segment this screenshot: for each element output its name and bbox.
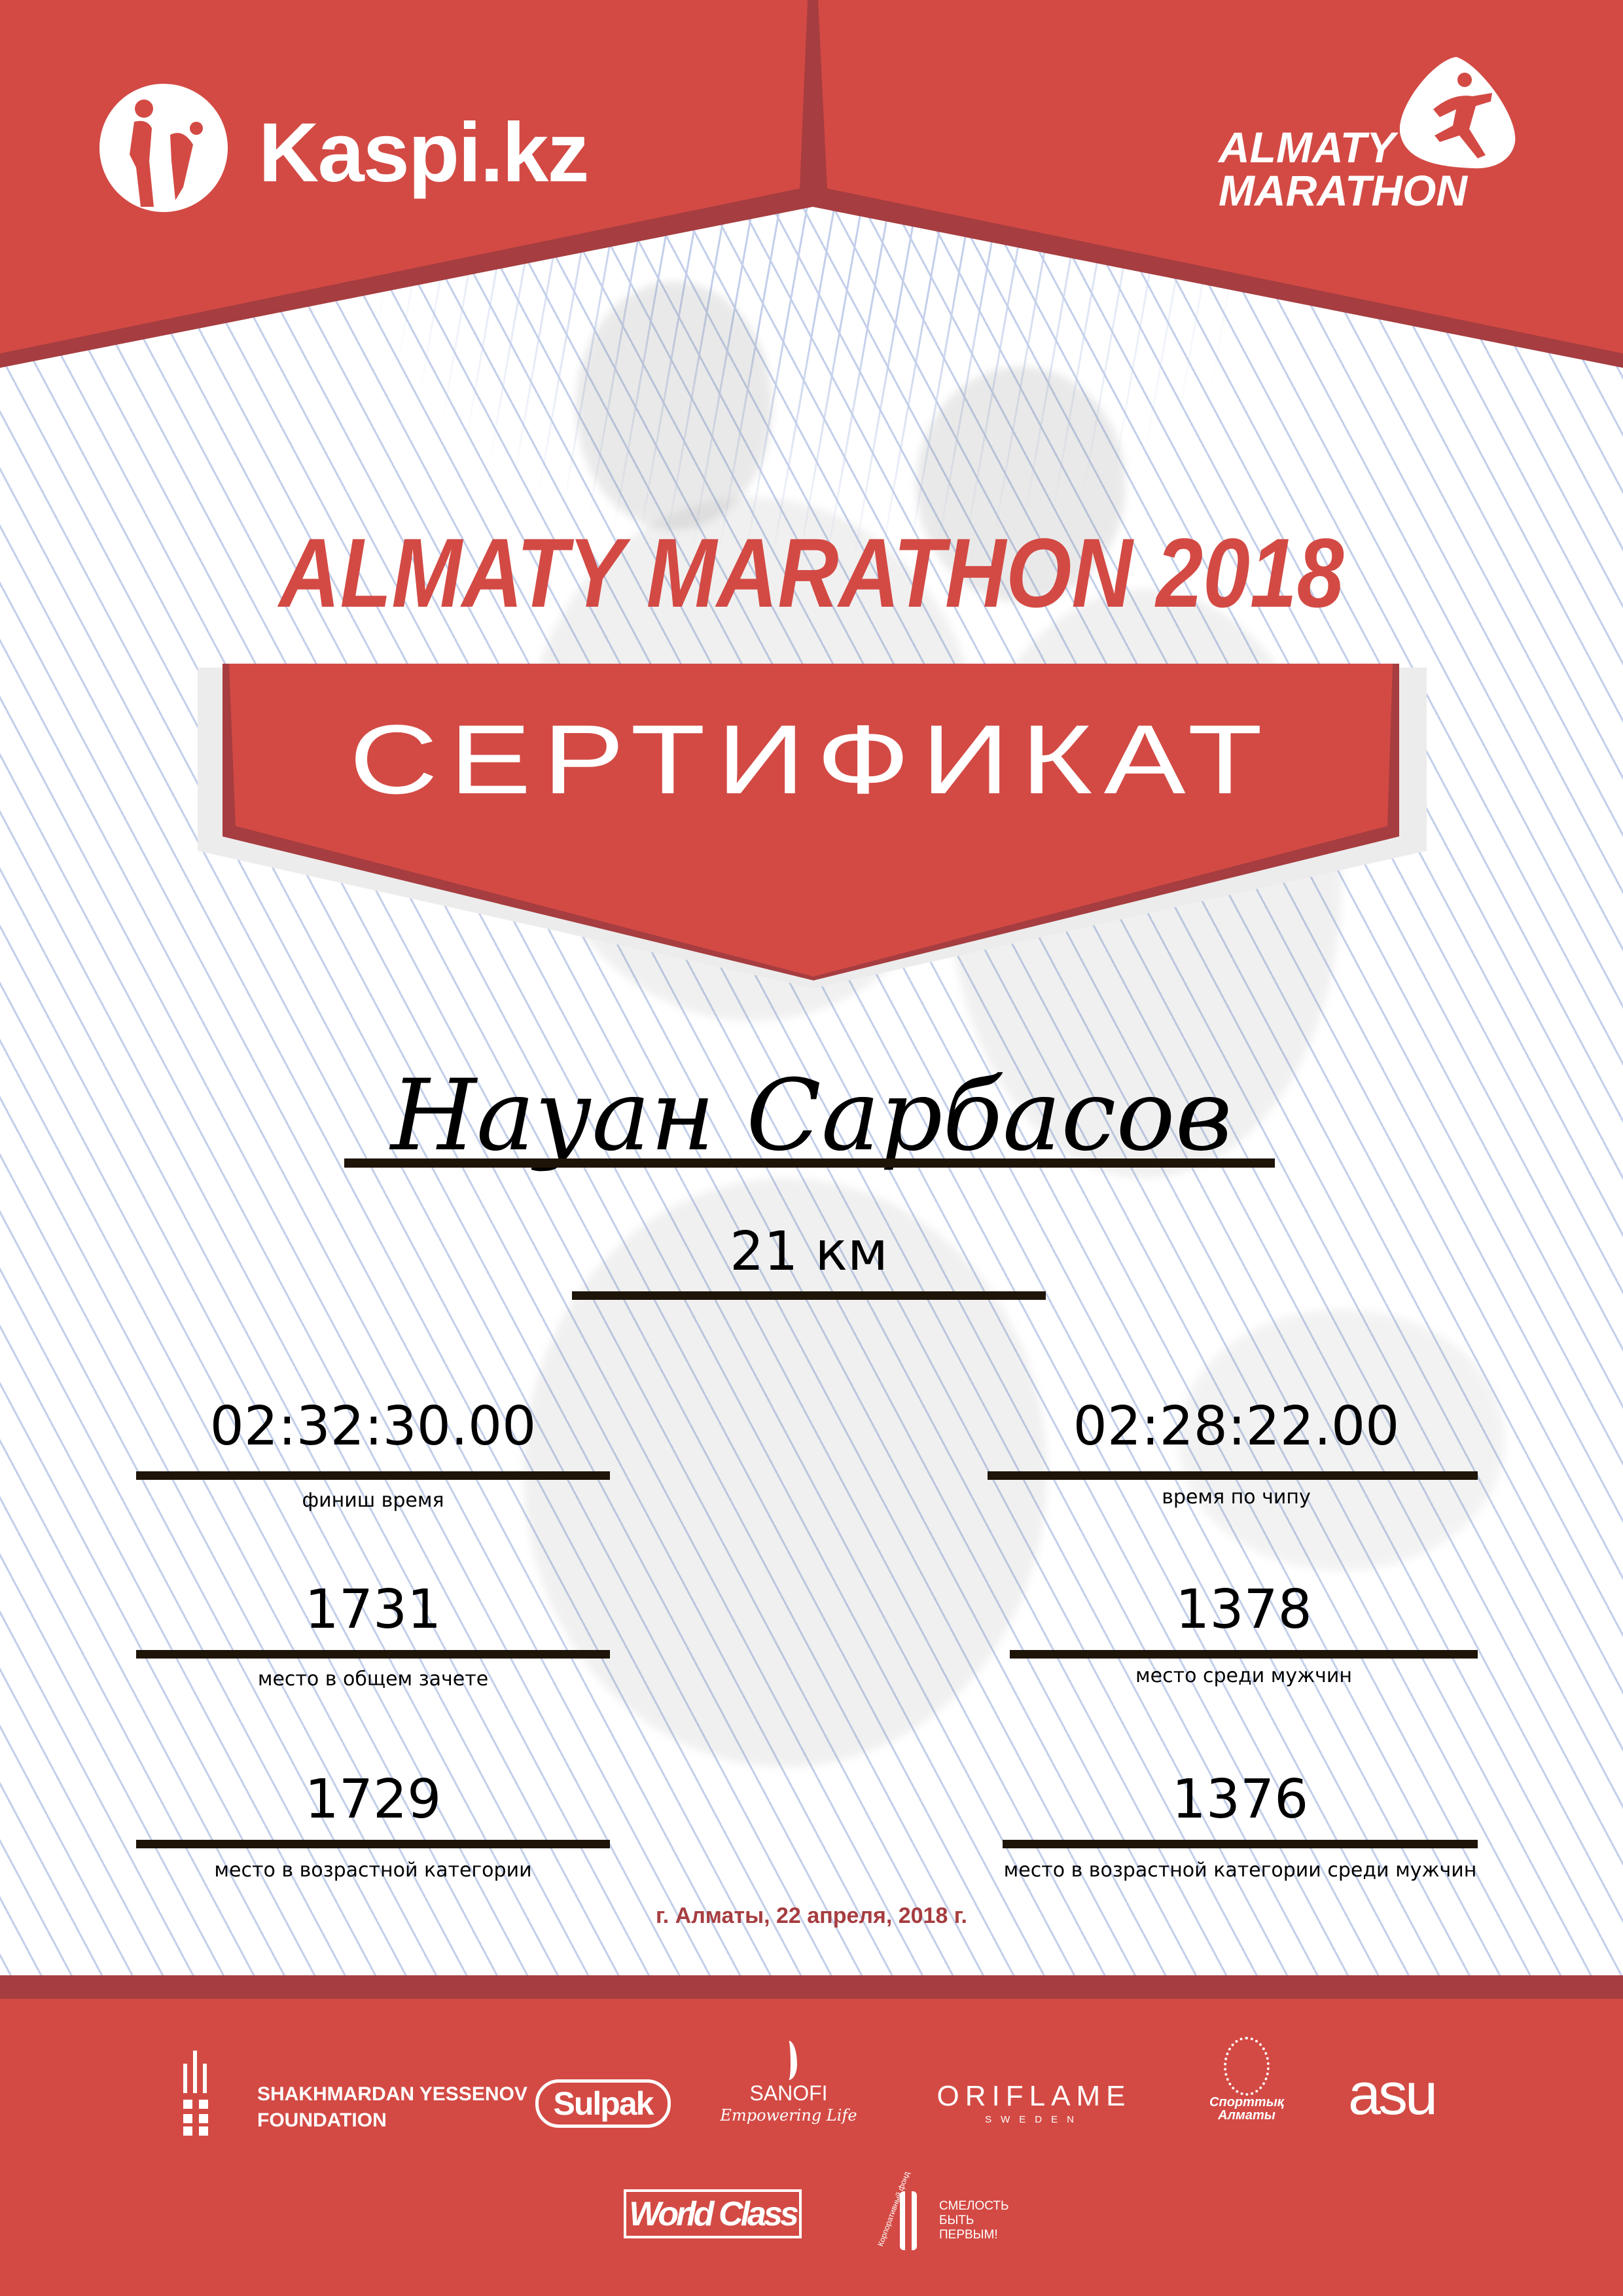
runner-photo-leg-right	[1178, 1309, 1505, 1571]
men-place-underline	[1010, 1650, 1478, 1659]
men-place-value: 1378	[1175, 1579, 1312, 1641]
oriflame-sub: SWEDEN	[985, 2114, 1083, 2125]
finish-time-value: 02:32:30.00	[209, 1395, 537, 1458]
yessenov-line-1: SHAKHMARDAN YESSENOV	[257, 2083, 527, 2105]
age-place-underline	[136, 1840, 610, 1848]
runner-photo-man-head	[576, 281, 772, 530]
chip-time-label: время по чипу	[1162, 1486, 1311, 1509]
sponsors-footer	[0, 1999, 1623, 2296]
sulpak-logo: Sulpak	[535, 2079, 671, 2128]
age-place-label: место в возрастной категории	[214, 1859, 532, 1882]
sanofi-logo: SANOFI Empowering Life	[720, 2041, 857, 2125]
issue-date: г. Алматы, 22 апреля, 2018 г.	[656, 1903, 967, 1928]
finish-time-underline	[136, 1471, 610, 1480]
fund-line-2: БЫТЬ	[939, 2214, 974, 2227]
fund-line-3: ПЕРВЫМ!	[939, 2228, 998, 2242]
overall-place-label: место в общем зачете	[257, 1668, 489, 1691]
certificate-heading: СЕРТИФИКАТ	[0, 710, 1623, 808]
certificate-banner	[198, 664, 1427, 988]
runner-photo-legs	[524, 1178, 1047, 1767]
sport-almaty-line-2: Алматы	[1218, 2108, 1275, 2123]
sanofi-swirl-icon	[780, 2041, 797, 2080]
men-place-label: место среди мужчин	[1135, 1664, 1352, 1687]
age-place-value: 1729	[304, 1768, 442, 1831]
asu-logo: asu	[1348, 2062, 1438, 2127]
chip-time-value: 02:28:22.00	[1073, 1395, 1400, 1458]
yessenov-bars-icon	[183, 2051, 208, 2136]
kaspi-logo-text: Kaspi.kz	[259, 106, 589, 200]
yessenov-line-2: FOUNDATION	[257, 2109, 387, 2131]
finish-time-label: финиш время	[302, 1489, 444, 1512]
name-underline	[344, 1158, 1275, 1168]
certificate-heading-text: СЕРТИФИКАТ	[349, 704, 1274, 814]
age-men-place-value: 1376	[1171, 1768, 1309, 1831]
event-title-text: ALMATY MARATHON 2018	[279, 518, 1344, 628]
fund-logo: Корпоративный фонд СМЕЛОСТЬ БЫТЬ ПЕРВЫМ!	[874, 2170, 1018, 2251]
almaty-marathon-logo-text: ALMATY MARATHON	[1219, 126, 1467, 212]
sport-almaty-line-1: Спорттық	[1209, 2095, 1284, 2109]
overall-place-underline	[136, 1650, 610, 1659]
age-men-place-label: место в возрастной категории среди мужчи…	[1003, 1859, 1477, 1882]
runner-photo-woman-head	[916, 367, 1126, 602]
sanofi-tagline: Empowering Life	[720, 2106, 857, 2125]
chip-time-underline	[988, 1471, 1478, 1480]
yessenov-logo: SHAKHMARDAN YESSENOV FOUNDATION	[257, 2081, 527, 2134]
logo-line-1: ALMATY	[1219, 123, 1396, 171]
distance: 21 км	[730, 1221, 888, 1283]
participant-name: Науан Сарбасов	[391, 1059, 1232, 1173]
distance-underline	[572, 1291, 1046, 1300]
sanofi-name: SANOFI	[749, 2081, 828, 2105]
kaspi-figures-icon	[99, 84, 228, 212]
worldclass-logo: World Class	[624, 2189, 802, 2238]
overall-place-value: 1731	[304, 1579, 442, 1641]
fund-text: СМЕЛОСТЬ БЫТЬ ПЕРВЫМ!	[939, 2199, 1008, 2242]
footer-stripe	[0, 1975, 1623, 1999]
sport-almaty-logo: Спорттық Алматы	[1198, 2037, 1296, 2122]
event-title: ALMATY MARATHON 2018	[0, 524, 1623, 622]
fund-figure-icon	[900, 2191, 917, 2250]
runner-icon	[1399, 57, 1516, 169]
header-band	[0, 0, 1623, 368]
fund-line-1: СМЕЛОСТЬ	[939, 2199, 1009, 2213]
oriflame-logo: ORIFLAME SWEDEN	[926, 2080, 1142, 2126]
age-men-place-underline	[1003, 1840, 1478, 1848]
oriflame-name: ORIFLAME	[936, 2080, 1132, 2112]
sport-almaty-emblem-icon	[1224, 2037, 1270, 2096]
logo-line-2: MARATHON	[1219, 166, 1468, 215]
